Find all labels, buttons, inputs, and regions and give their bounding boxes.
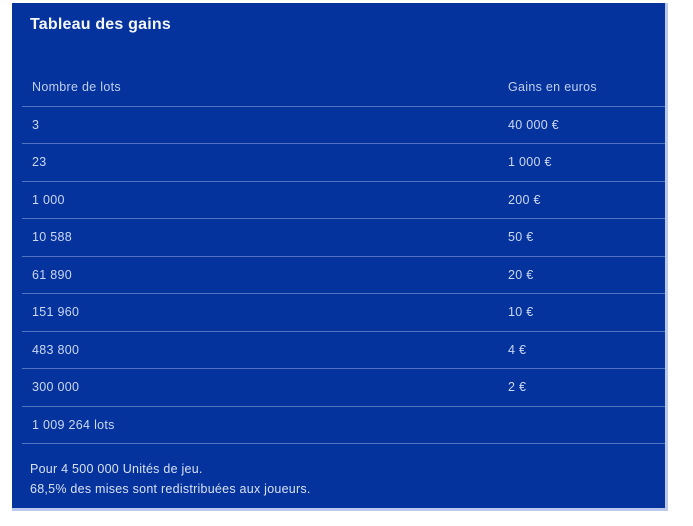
cell-gain: 10 € <box>508 305 534 320</box>
cell-lots: 23 <box>32 155 47 170</box>
cell-gain: 2 € <box>508 380 527 395</box>
cell-lots-total: 1 009 264 lots <box>32 417 115 432</box>
gains-table: Nombre de lots Gains en euros 3 40 000 €… <box>12 69 665 444</box>
table-header-row: Nombre de lots Gains en euros <box>22 69 665 107</box>
table-row: 3 40 000 € <box>22 107 665 144</box>
cell-lots: 3 <box>32 117 40 132</box>
panel-footer: Pour 4 500 000 Unités de jeu. 68,5% des … <box>30 459 665 499</box>
table-row: 23 1 000 € <box>22 144 665 182</box>
cell-lots: 483 800 <box>32 342 80 357</box>
table-row: 1 000 200 € <box>22 182 665 219</box>
column-header-gains: Gains en euros <box>508 80 597 95</box>
footer-units-line: Pour 4 500 000 Unités de jeu. <box>30 462 203 476</box>
cell-lots: 300 000 <box>32 380 80 395</box>
table-row-total: 1 009 264 lots <box>22 407 665 444</box>
column-header-lots: Nombre de lots <box>32 80 121 95</box>
table-row: 483 800 4 € <box>22 332 665 369</box>
cell-gain: 20 € <box>508 267 534 282</box>
cell-gain: 50 € <box>508 230 534 245</box>
cell-lots: 10 588 <box>32 230 73 245</box>
cell-lots: 151 960 <box>32 305 80 320</box>
footer-redistribution-line: 68,5% des mises sont redistribuées aux j… <box>30 482 311 496</box>
page-title: Tableau des gains <box>30 16 171 33</box>
cell-gain: 4 € <box>508 342 527 357</box>
cell-lots: 1 000 <box>32 192 65 207</box>
table-row: 151 960 10 € <box>22 294 665 332</box>
table-row: 10 588 50 € <box>22 219 665 257</box>
table-row: 61 890 20 € <box>22 257 665 294</box>
gains-panel: Tableau des gains Nombre de lots Gains e… <box>12 3 668 511</box>
cell-gain: 200 € <box>508 192 541 207</box>
cell-gain: 1 000 € <box>508 155 552 170</box>
cell-lots: 61 890 <box>32 267 73 282</box>
table-row: 300 000 2 € <box>22 369 665 407</box>
cell-gain: 40 000 € <box>508 117 560 132</box>
